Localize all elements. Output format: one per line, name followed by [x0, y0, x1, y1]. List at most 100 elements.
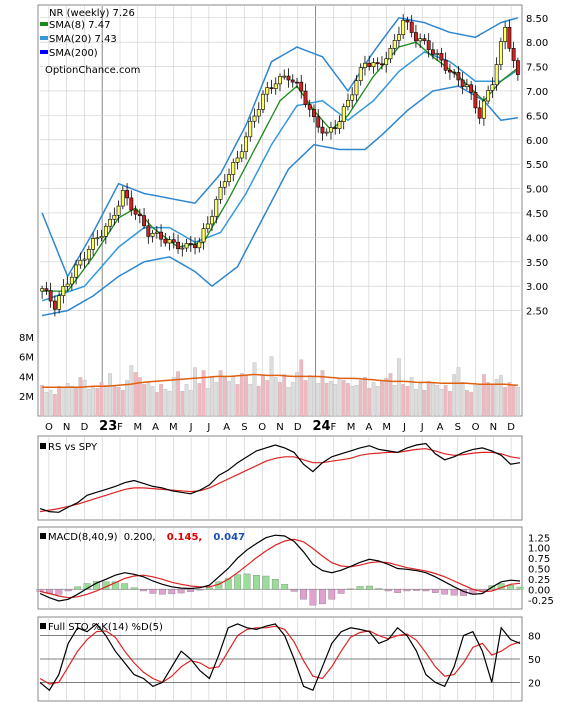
volume-bar	[40, 385, 45, 417]
volume-bar	[303, 380, 308, 417]
volume-bar	[137, 377, 142, 417]
rs-grid	[48, 437, 512, 519]
volume-bar	[231, 375, 236, 417]
candle-body	[69, 276, 74, 285]
candle-body	[95, 237, 100, 240]
candle-body	[515, 60, 520, 75]
rs-line	[39, 442, 521, 513]
candle-body	[397, 34, 401, 41]
macd-hist-bar	[431, 589, 439, 593]
candle-body	[57, 295, 62, 310]
volume-axis-ticks: 2M 4M 6M 8M	[19, 333, 34, 403]
time-axis-label: J	[189, 422, 193, 433]
volume-bar	[341, 380, 346, 417]
candle-body	[452, 71, 457, 74]
legend-swatch-sma20	[40, 36, 48, 40]
volume-bar	[163, 389, 168, 417]
candle-body	[333, 127, 338, 129]
price-legend: NR (weekly) 7.26 SMA(8) 7.47 SMA(20) 7.4…	[40, 8, 140, 76]
volume-bar	[205, 388, 210, 417]
time-axis-label: O	[472, 422, 480, 433]
volume-bar	[388, 373, 393, 417]
macd-hist-bar	[140, 589, 147, 592]
candle-body	[477, 107, 482, 119]
volume-bar	[218, 370, 223, 417]
volume-bar	[350, 386, 355, 417]
volume-bar	[290, 382, 295, 417]
candle-body	[371, 62, 376, 67]
candle-body	[78, 259, 83, 266]
stochastic-legend-label: Full STO %K(14) %D(5)	[48, 622, 163, 633]
volume-bar	[346, 383, 350, 417]
time-axis-label: 24	[313, 419, 331, 434]
volume-bar	[86, 389, 91, 417]
candle-body	[346, 99, 350, 108]
volume-bar	[443, 385, 448, 417]
macd-hist-bar	[356, 586, 364, 590]
macd-hist-bar	[64, 589, 72, 592]
volume-bar	[159, 384, 163, 417]
candle-body	[324, 131, 329, 134]
candle-body	[227, 174, 231, 183]
macd-hist-bar	[121, 583, 129, 590]
volume-bar	[324, 383, 329, 417]
candle-body	[193, 244, 197, 249]
time-axis-label: S	[455, 422, 461, 433]
volume-bar	[52, 394, 57, 417]
legend-item-sma20: SMA(20) 7.43	[49, 34, 117, 45]
macd-grid	[40, 528, 520, 608]
volume-bar	[397, 358, 401, 417]
macd-hist-bar	[36, 589, 44, 592]
macd-hist-bar	[196, 589, 204, 591]
volume-bar	[201, 370, 206, 417]
candle-body	[205, 223, 210, 229]
rs-legend-swatch	[40, 443, 46, 449]
volume-bar	[112, 386, 117, 417]
volume-bar	[103, 385, 108, 417]
time-axis-label: A	[437, 422, 444, 433]
candle-body	[40, 288, 45, 292]
candle-body	[490, 84, 495, 91]
volume-bar	[129, 365, 134, 417]
volume-bar	[184, 384, 189, 417]
volume-bar	[486, 382, 491, 417]
price-tick-label: 4.00	[526, 233, 548, 244]
macd-hist-bar	[290, 589, 298, 592]
macd-hist-bar	[337, 589, 345, 594]
volume-bar	[214, 382, 219, 417]
candle-body	[65, 283, 70, 287]
volume-bar	[282, 374, 287, 417]
candle-body	[154, 231, 159, 234]
volume-bar	[490, 384, 495, 417]
stochastic-axis-ticks: 80 50 20	[528, 632, 541, 690]
volume-bar	[299, 359, 304, 417]
legend-item-sma8: SMA(8) 7.47	[49, 20, 110, 31]
volume-bar	[329, 381, 333, 417]
macd-tick-label: -0.25	[528, 596, 554, 607]
candle-body	[464, 84, 469, 87]
volume-bar	[265, 380, 270, 417]
candle-body	[103, 225, 108, 237]
candle-body	[184, 243, 189, 249]
candle-body	[180, 247, 185, 250]
volume-bar	[498, 375, 503, 417]
candle-body	[286, 75, 291, 81]
volume-bar	[108, 373, 112, 417]
macd-hist-bar	[281, 584, 289, 590]
candle-body	[392, 40, 397, 49]
candle-body	[456, 72, 461, 81]
macd-legend-label: MACD(8,40,9)	[48, 532, 118, 543]
volume-bar	[95, 388, 100, 417]
volume-bar	[409, 377, 414, 417]
candle-body	[82, 258, 87, 261]
volume-tick-label: 6M	[19, 353, 34, 364]
candle-body	[52, 300, 57, 310]
candle-body	[481, 100, 486, 119]
legend-item-sma200: SMA(200)	[49, 48, 98, 59]
volume-tick-label: 2M	[19, 392, 34, 403]
candle-body	[48, 290, 53, 302]
macd-hist-bar	[206, 587, 213, 590]
macd-tick-label: 0.50	[528, 565, 550, 576]
candle-body	[422, 38, 427, 41]
stochastic-grid	[40, 618, 520, 700]
